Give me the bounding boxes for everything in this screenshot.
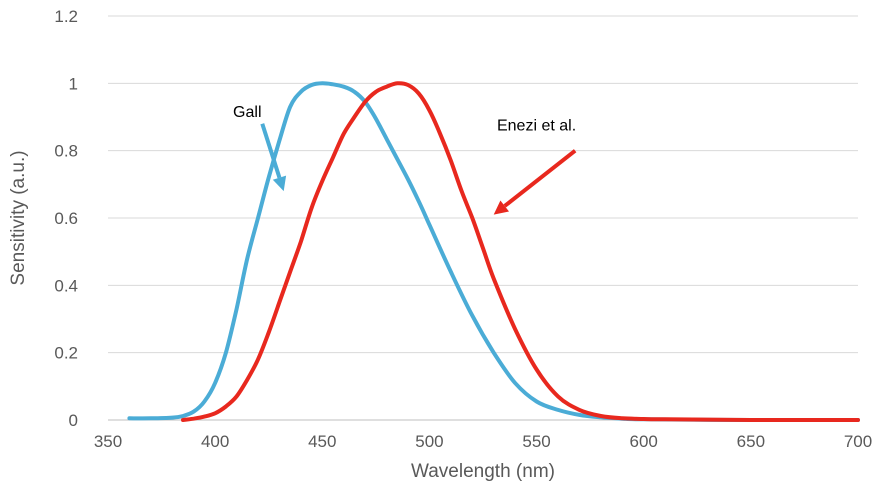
y-tick-label: 0.4 [54,276,78,295]
annotation-arrow-shaft-gall [260,123,282,179]
x-tick-label: 350 [94,432,122,451]
grid-lines [108,15,858,354]
annotation-arrow-head-enezi-et-al [493,200,509,215]
annotation-label-gall: Gall [233,104,261,121]
y-tick-label: 0.6 [54,209,78,228]
y-tick-label: 0 [69,411,78,430]
x-tick-label: 650 [737,432,765,451]
x-tick-label: 600 [630,432,658,451]
annotation-label-enezi-et-al: Enezi et al. [497,117,576,134]
y-tick-label: 0.2 [54,344,78,363]
x-tick-label: 550 [522,432,550,451]
y-tick-label: 0.8 [54,142,78,161]
annotations: Gall Enezi et al. [233,104,577,215]
y-axis-title: Sensitivity (a.u.) [8,150,29,285]
series-line-gall [127,81,860,423]
series-lines [127,81,860,423]
annotation-arrow-shaft-enezi-et-al [503,149,577,208]
x-tick-label: 700 [844,432,872,451]
x-tick-label: 400 [201,432,229,451]
y-tick-label: 1.2 [54,7,78,26]
x-tick-label: 450 [308,432,336,451]
series-line-enezi-et-al [181,81,860,423]
y-tick-label: 1 [69,74,78,93]
x-axis-title: Wavelength (nm) [411,461,555,482]
tick-labels: 0 0.2 0.4 0.6 0.8 1 1.2 350 400 450 500 550 600 650 70… [54,7,872,451]
annotation-arrow-head-gall [272,175,287,192]
x-tick-label: 500 [415,432,443,451]
